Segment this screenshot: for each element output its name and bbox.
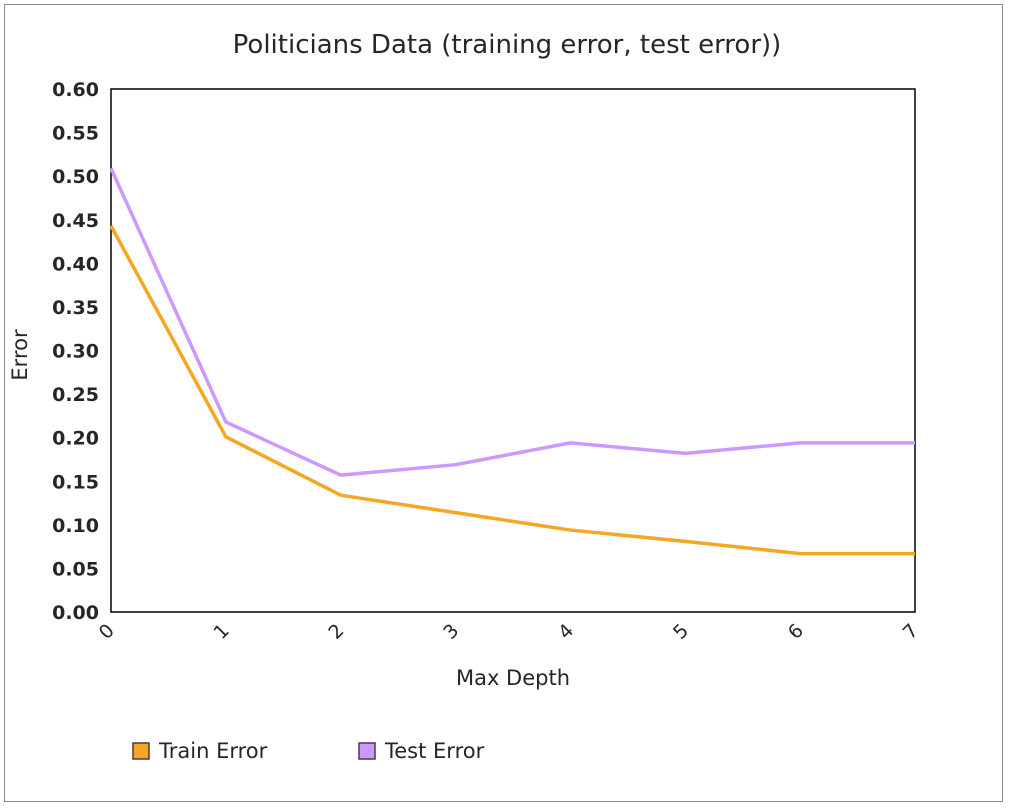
- y-axis-label: Error: [8, 329, 32, 381]
- x-axis-label: Max Depth: [456, 666, 570, 690]
- y-tick-label: 0.50: [52, 166, 99, 188]
- line-chart: Politicians Data (training error, test e…: [8, 30, 923, 763]
- series-line-test-error: [109, 167, 915, 477]
- y-tick-label: 0.35: [52, 297, 99, 319]
- y-tick-label: 0.45: [52, 210, 99, 232]
- plot-area: 0.00 0.05 0.10 0.15 0.20 0.25 0.30 0.35 0.40 0.45…: [52, 79, 923, 644]
- y-tick-label: 0.20: [52, 428, 99, 450]
- y-tick-label: 0.00: [52, 602, 99, 624]
- legend-label: Test Error: [384, 739, 485, 763]
- legend-label: Train Error: [158, 739, 268, 763]
- y-tick-label: 0.60: [52, 79, 99, 101]
- x-tick-label: 6: [784, 620, 808, 644]
- y-tick-label: 0.05: [52, 558, 99, 580]
- plot-border: [110, 88, 916, 613]
- x-tick-label: 7: [899, 620, 923, 644]
- x-tick-label: 5: [669, 620, 693, 644]
- legend-swatch: [358, 742, 376, 760]
- x-tick-label: 2: [324, 620, 348, 644]
- x-tick-label: 1: [210, 620, 234, 644]
- series-line-train-error: [109, 225, 915, 556]
- y-tick-label: 0.30: [52, 341, 99, 363]
- legend: Train Error Test Error: [132, 739, 485, 763]
- x-tick-label: 0: [95, 620, 119, 644]
- y-tick-label: 0.55: [52, 123, 99, 145]
- chart-title: Politicians Data (training error, test e…: [233, 30, 782, 60]
- x-tick-label: 3: [439, 620, 463, 644]
- y-tick-label: 0.15: [52, 471, 99, 493]
- chart-frame: Politicians Data (training error, test e…: [4, 4, 1003, 802]
- y-tick-label: 0.10: [52, 515, 99, 537]
- x-tick-label: 4: [554, 620, 578, 644]
- y-tick-label: 0.25: [52, 384, 99, 406]
- legend-swatch: [132, 742, 150, 760]
- y-tick-label: 0.40: [52, 253, 99, 275]
